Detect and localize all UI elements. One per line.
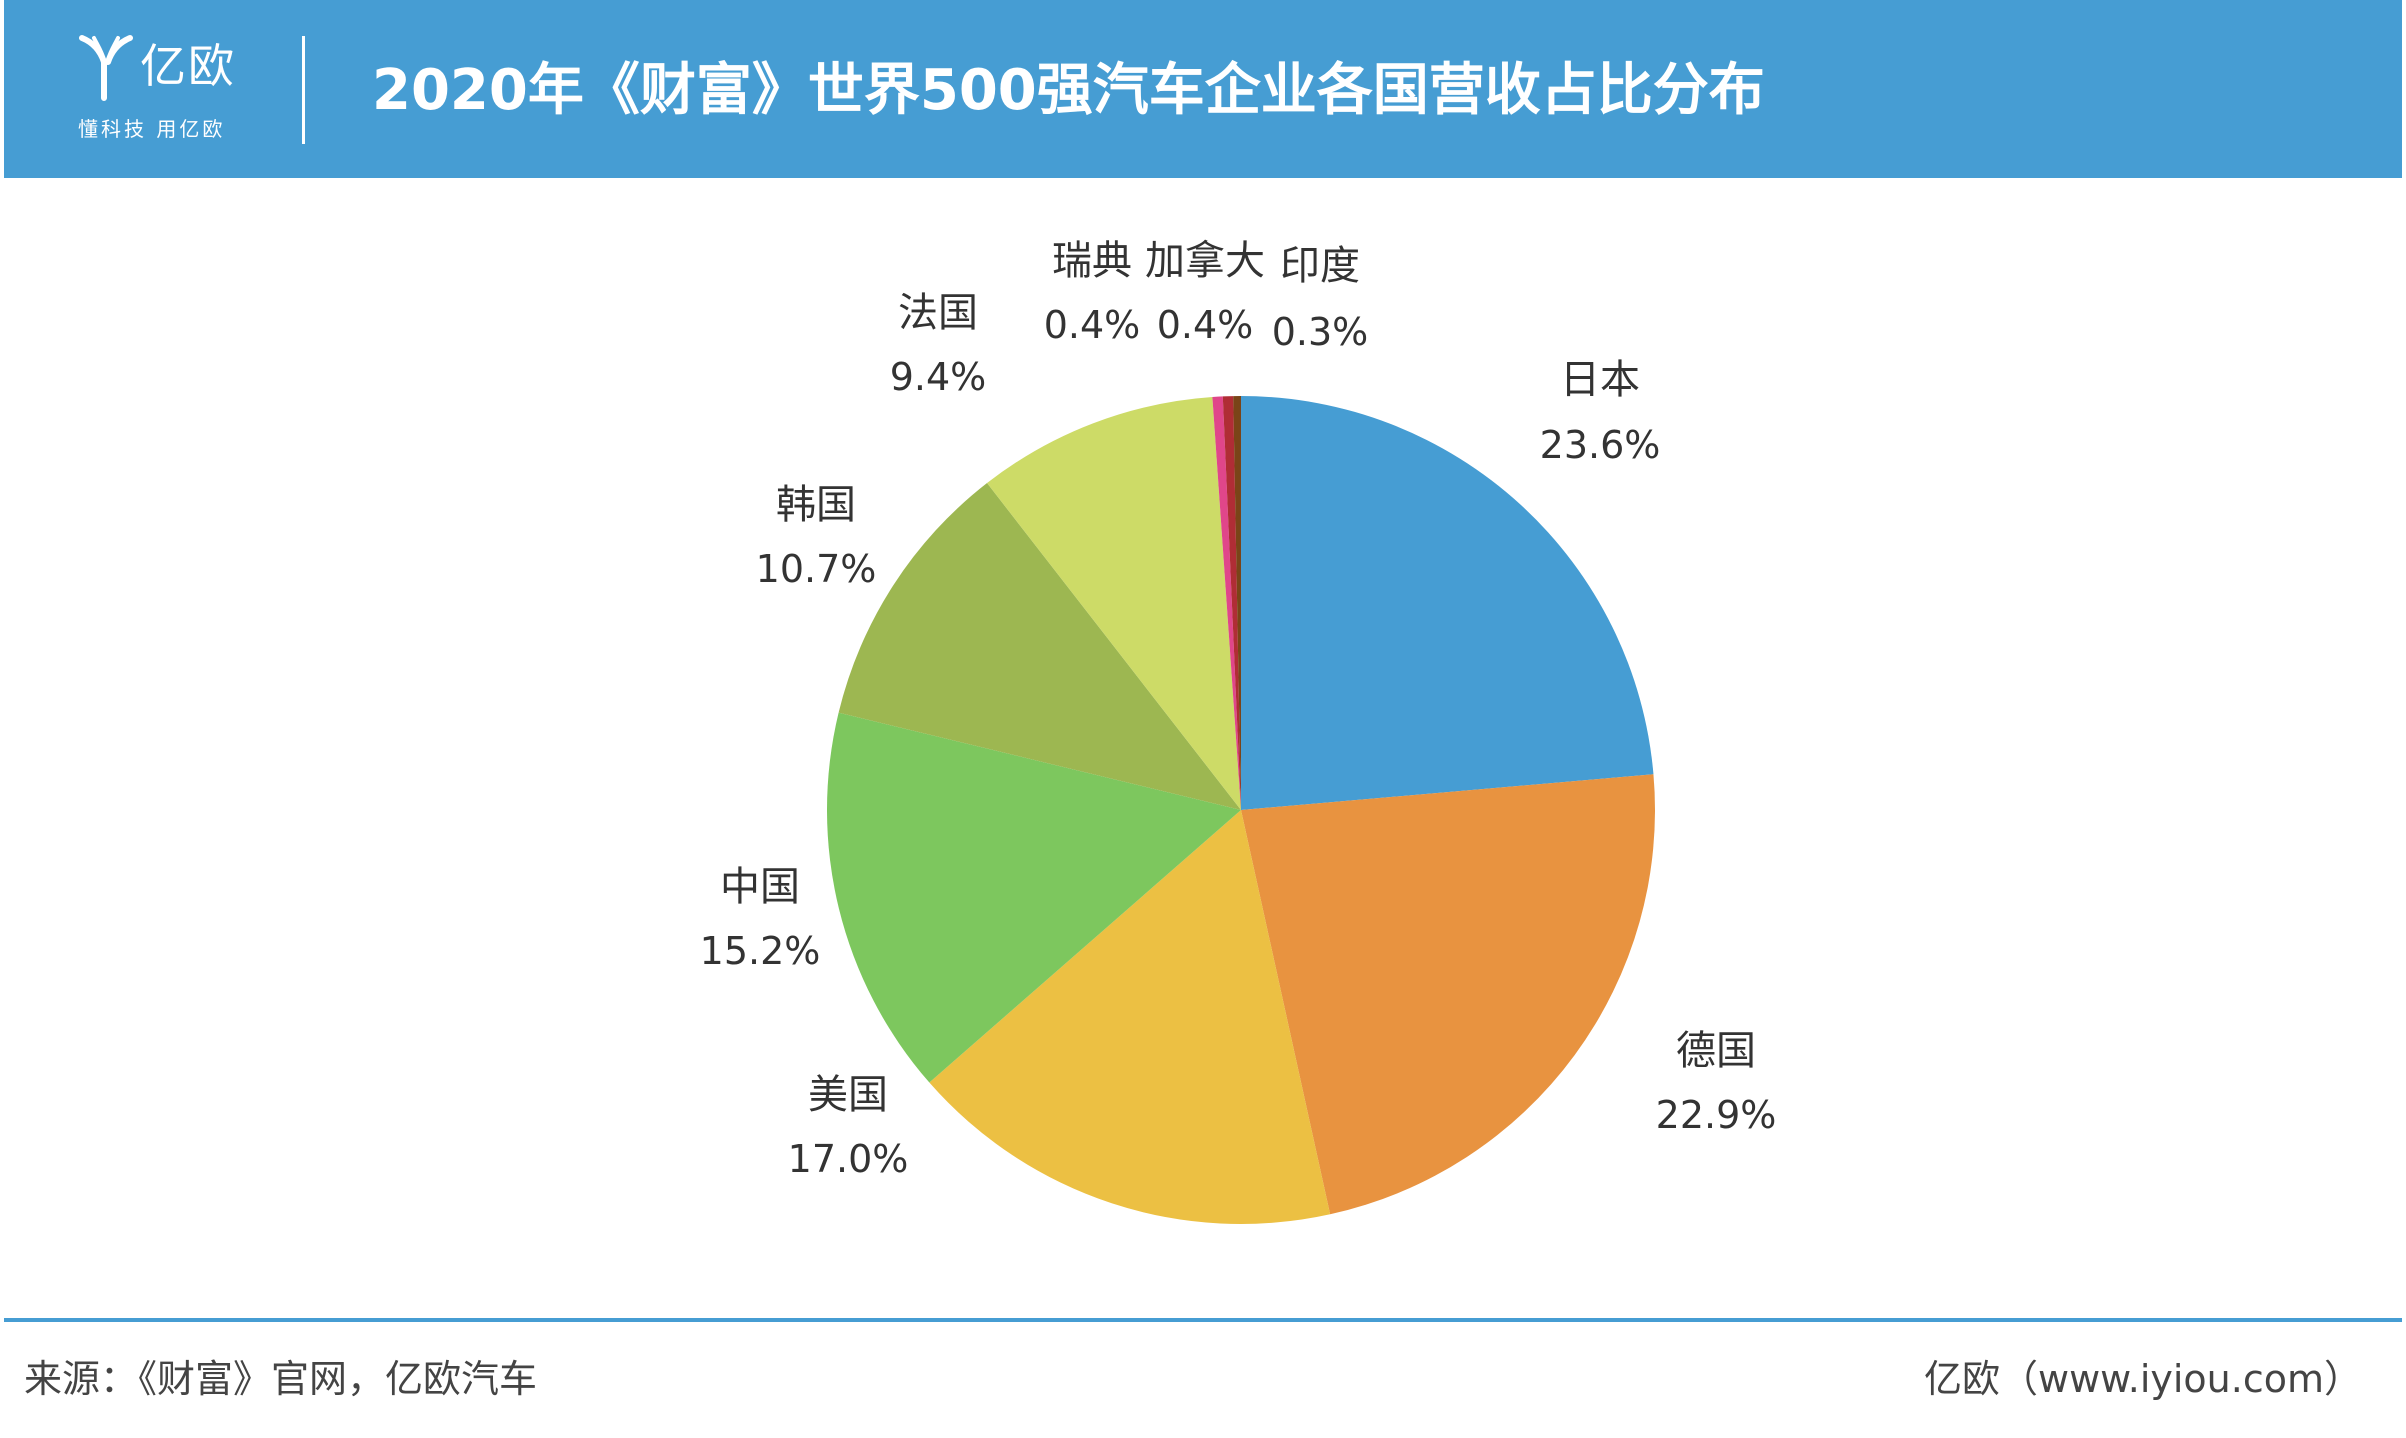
pie-slice-9 [1233,395,1241,810]
slice-label-3: 美国 [808,1072,888,1118]
pie-slices [826,395,1655,1224]
footer-divider [4,1318,2402,1322]
header-banner: 亿欧 懂科技 用亿欧 2020年《财富》世界500强汽车企业各国营收占比分布 [4,0,2402,178]
pie-slice-4 [826,712,1241,1083]
slice-value-7: 0.4% [1044,303,1141,347]
slice-value-3: 17.0% [788,1137,909,1181]
credit-note: 亿欧（www.iyiou.com） [1923,1357,2362,1401]
header-divider [302,36,305,144]
slice-value-2: 22.9% [1656,1093,1777,1137]
slice-label-7: 瑞典 [1052,238,1132,284]
pie-slice-7 [1212,396,1241,810]
slice-value-4: 15.2% [700,929,821,973]
slice-value-9: 0.3% [1272,310,1369,354]
slice-label-1: 日本 [1560,357,1640,403]
logo: 亿欧 懂科技 用亿欧 [70,26,250,156]
pie-slice-5 [838,483,1241,810]
pie-slice-6 [987,396,1241,810]
slice-value-6: 9.4% [890,355,987,399]
slice-label-2: 德国 [1676,1028,1756,1074]
slice-value-5: 10.7% [756,547,877,591]
logo-slogan: 懂科技 用亿欧 [78,117,226,141]
slice-value-1: 23.6% [1540,423,1661,467]
slice-label-8: 加拿大 [1145,238,1265,284]
slice-label-4: 中国 [720,864,800,910]
page-title: 2020年《财富》世界500强汽车企业各国营收占比分布 [372,58,1765,123]
slice-value-8: 0.4% [1157,303,1254,347]
source-note: 来源：《财富》官网，亿欧汽车 [24,1357,538,1401]
pie-labels: 日本 23.6% 德国 22.9% 美国 17.0% 中国 15.2% 韩国 10.7% 法国 9.4… [700,238,1777,1181]
slice-label-9: 印度 [1280,243,1360,289]
logo-wordmark: 亿欧 [140,39,236,93]
pie-chart: 日本 23.6% 德国 22.9% 美国 17.0% 中国 15.2% 韩国 10.7% 法国 9.4… [700,238,1777,1224]
pie-slice-8 [1222,396,1241,810]
pie-slice-2 [1241,774,1655,1215]
pie-slice-3 [929,810,1331,1224]
slice-label-5: 韩国 [776,482,856,528]
logo-mark-icon [79,35,133,101]
slice-label-6: 法国 [898,290,978,336]
pie-slice-1 [1241,396,1654,810]
